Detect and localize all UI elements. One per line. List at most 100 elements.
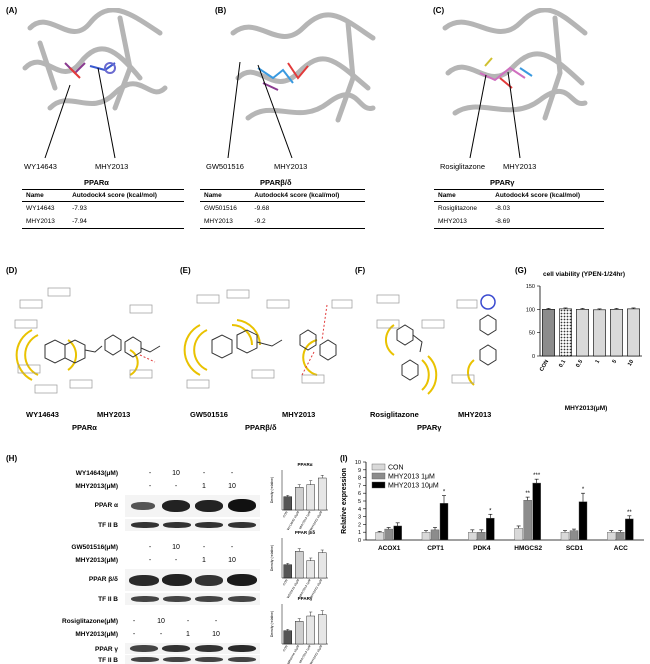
treatment-mark: - bbox=[230, 470, 234, 477]
y-tick-label: 100 bbox=[526, 307, 535, 313]
docking-a-title: PPARα bbox=[84, 178, 109, 187]
bar bbox=[318, 477, 327, 511]
table-cell: MHY2013 bbox=[434, 215, 492, 229]
bar bbox=[542, 309, 555, 357]
viability-chart: cell viability (YPEN-1/24hr) MHY2013(μM)… bbox=[526, 271, 642, 412]
panel-label-c: (C) bbox=[433, 6, 445, 15]
treatment-mark: 10 bbox=[212, 631, 220, 638]
x-tick-label: 5 bbox=[612, 359, 619, 365]
table-cell: GW501516 bbox=[204, 205, 237, 212]
legend-swatch bbox=[371, 472, 386, 480]
table-cell: MHY2013 bbox=[200, 215, 251, 229]
x-tick-label: ACC bbox=[614, 545, 628, 552]
bar bbox=[295, 621, 304, 645]
table-header-name: Name bbox=[200, 189, 251, 202]
treatment-row-label: GW501516(μM) bbox=[71, 544, 118, 551]
x-tick-label: 10 bbox=[627, 359, 635, 367]
treatment-mark: 10 bbox=[172, 470, 180, 477]
docking-b-right-label: MHY2013 bbox=[274, 162, 308, 171]
docking-a-left-label: WY14643 bbox=[24, 162, 57, 171]
x-tick-label: 1 bbox=[595, 359, 602, 365]
bar bbox=[283, 564, 292, 579]
bar bbox=[559, 308, 572, 357]
treatment-mark: - bbox=[132, 618, 136, 625]
protein-structure-image-a bbox=[22, 8, 168, 111]
panel-label-g: (G) bbox=[515, 266, 527, 275]
docking-c-left-label: Rosiglitazone bbox=[440, 162, 486, 171]
panel-label-a: (A) bbox=[6, 6, 18, 15]
table-cell: WY14643 bbox=[26, 205, 55, 212]
blot-target-label: PPAR α bbox=[94, 502, 118, 509]
treatment-mark: - bbox=[159, 631, 163, 638]
treatment-mark: 10 bbox=[228, 483, 236, 490]
significance-mark: * bbox=[489, 508, 492, 514]
y-tick-label: 10 bbox=[355, 460, 361, 466]
interaction-f-left-label: Rosiglitazone bbox=[370, 410, 419, 419]
mini-chart-title: PPAR β/δ bbox=[295, 530, 315, 535]
y-tick-label: 6 bbox=[358, 491, 361, 497]
bar bbox=[318, 552, 327, 579]
bar bbox=[477, 531, 486, 541]
legend-label: MHY2013 10μM bbox=[388, 483, 439, 490]
docking-score-table-c: Name Autodock4 score (kcal/mol) Rosiglita… bbox=[434, 189, 604, 229]
y-tick-label: 1 bbox=[358, 530, 361, 536]
bar bbox=[384, 528, 393, 541]
treatment-mark: - bbox=[132, 631, 136, 638]
table-cell: -8.03 bbox=[495, 205, 510, 212]
bar bbox=[306, 484, 315, 511]
interaction-diagram-d bbox=[14, 287, 161, 394]
treatment-row-label: MHY2013(μM) bbox=[75, 483, 118, 490]
x-tick-label: PDK4 bbox=[473, 545, 491, 552]
treatment-mark: 1 bbox=[202, 483, 206, 490]
table-cell: -8.69 bbox=[491, 215, 604, 229]
y-tick-label: 8 bbox=[358, 476, 361, 482]
bar bbox=[523, 500, 532, 541]
protein-structure-image-b bbox=[230, 12, 376, 123]
y-tick-label: 3 bbox=[358, 515, 361, 521]
panel-label-e: (E) bbox=[180, 266, 191, 275]
treatment-mark: - bbox=[148, 557, 152, 564]
interaction-e-title: PPARβ/δ bbox=[245, 423, 277, 432]
bar bbox=[560, 531, 570, 541]
mini-chart-title: PPARγ bbox=[298, 596, 313, 601]
western-blot-loading-1 bbox=[125, 519, 260, 531]
panel-label-h: (H) bbox=[6, 454, 18, 463]
table-header-name: Name bbox=[434, 189, 492, 202]
y-tick-label: 50 bbox=[529, 331, 535, 337]
panel-label-b: (B) bbox=[215, 6, 227, 15]
significance-mark: ** bbox=[627, 510, 632, 516]
western-blot-loading-3 bbox=[125, 655, 260, 664]
significance-mark: * bbox=[443, 490, 446, 496]
docking-a-right-label: MHY2013 bbox=[95, 162, 129, 171]
table-header-score: Autodock4 score (kcal/mol) bbox=[68, 189, 184, 202]
blot-target-label: PPAR β/δ bbox=[88, 576, 118, 583]
bar bbox=[283, 630, 292, 645]
table-cell: -9.2 bbox=[250, 215, 365, 229]
treatment-mark: - bbox=[148, 483, 152, 490]
bar bbox=[439, 503, 449, 541]
y-tick-label: 9 bbox=[358, 468, 361, 474]
bar bbox=[486, 517, 495, 541]
y-tick-label: 0 bbox=[532, 354, 535, 360]
y-tick-label: 150 bbox=[526, 284, 535, 290]
y-tick-label: 0 bbox=[358, 538, 361, 544]
docking-c-title: PPARγ bbox=[490, 178, 515, 187]
bar bbox=[306, 560, 315, 579]
x-tick-label: 0.5 bbox=[575, 359, 584, 369]
blot-loading-label: TF II B bbox=[98, 657, 118, 664]
treatment-row-label: MHY2013(μM) bbox=[75, 631, 118, 638]
treatment-mark: - bbox=[148, 544, 152, 551]
significance-mark: *** bbox=[533, 473, 541, 479]
bar bbox=[375, 531, 384, 541]
western-blot-target-1 bbox=[125, 495, 260, 517]
panel-label-d: (D) bbox=[6, 266, 18, 275]
mini-chart-ylabel: Density (relative) bbox=[270, 545, 274, 571]
bar bbox=[421, 531, 431, 541]
treatment-mark: - bbox=[186, 618, 190, 625]
treatment-mark: 10 bbox=[228, 557, 236, 564]
bar bbox=[295, 487, 304, 511]
x-tick-label: 0.1 bbox=[558, 359, 567, 369]
blot-loading-label: TF II B bbox=[98, 596, 118, 603]
bar bbox=[393, 525, 402, 541]
